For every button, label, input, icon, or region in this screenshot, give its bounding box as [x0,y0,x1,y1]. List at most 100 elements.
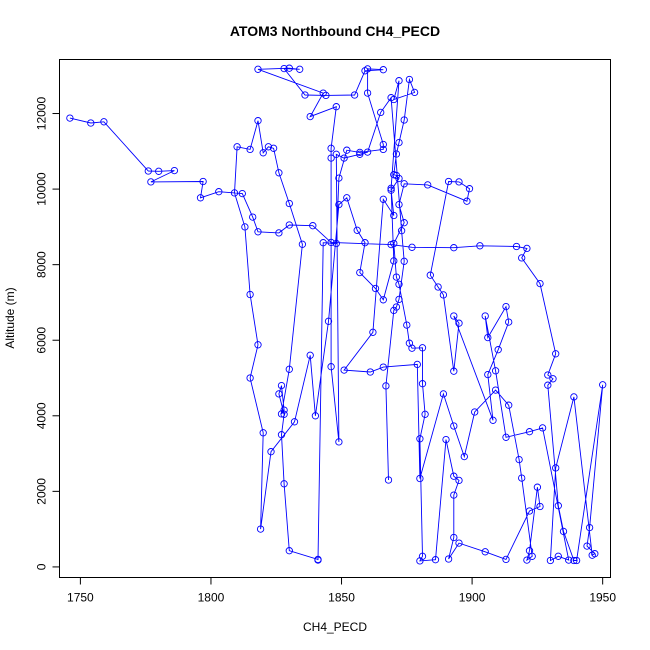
data-point [460,452,468,461]
data-point [505,401,513,409]
data-point [505,318,513,326]
data-point [269,144,278,152]
data-point [369,328,377,336]
data-point [523,244,531,253]
data-point [484,333,492,342]
data-point [238,189,246,198]
data-point [392,273,401,281]
data-point [450,312,458,320]
data-point [100,118,108,126]
data-point [455,539,463,547]
data-point [350,91,359,99]
data-point [484,370,492,379]
data-point [525,428,534,436]
data-point [455,178,463,186]
data-point [416,557,424,565]
data-point [533,483,542,491]
data-point [356,268,364,277]
data-point [280,480,288,488]
data-point [66,114,74,122]
data-point [319,239,327,247]
data-point [277,410,286,418]
data-point [583,542,591,550]
data-point [230,189,239,197]
data-point [387,184,395,192]
data-point [379,140,387,149]
data-point [465,185,474,193]
data-point [554,502,562,510]
data-point [424,181,432,189]
data-point [267,448,275,456]
data-point [552,350,560,358]
data-point [538,424,547,432]
series-line [69,67,604,562]
data-point [450,533,458,542]
data-point [439,291,448,299]
data-point [324,317,333,325]
data-point [494,346,502,354]
data-point [518,474,526,482]
data-point [395,280,403,288]
data-point [400,116,408,124]
data-point [421,410,429,418]
data-point [418,344,427,352]
data-point [426,271,434,279]
data-point [246,145,254,154]
data-point [259,149,267,157]
y-tick-label: 10000 [35,172,49,206]
data-point [379,296,387,304]
data-point [544,371,552,379]
data-point [306,112,314,121]
data-point [588,551,596,559]
data-point [390,306,398,315]
data-point [392,150,401,158]
data-point [554,552,562,560]
data-point [384,476,393,484]
data-point [450,422,458,430]
data-point [450,367,458,375]
data-point [254,65,262,73]
data-point [481,312,489,320]
data-point [387,186,395,194]
data-point [549,375,557,383]
data-point [418,380,427,388]
data-point [395,138,403,147]
data-point [285,221,293,229]
data-point [254,228,262,236]
data-point [525,507,534,515]
data-point [379,145,387,154]
data-point [431,556,440,564]
data-point [356,148,364,157]
data-point [502,433,510,441]
data-point [280,410,288,418]
data-point [309,222,317,230]
data-point [335,174,343,182]
data-point [298,240,307,248]
data-point [585,523,594,532]
y-tick-label: 4000 [35,402,49,429]
data-point [335,200,343,209]
data-point [361,239,369,247]
data-point [363,89,372,97]
data-point [275,229,283,237]
x-tick-label: 1950 [589,591,616,605]
data-point [377,108,385,117]
data-point [481,548,489,556]
data-point [144,167,152,175]
data-point [371,284,380,293]
data-point [410,88,419,97]
data-point [400,257,408,265]
data-point [559,527,568,536]
data-point [233,143,241,151]
data-point [280,406,288,414]
data-point [491,367,500,375]
data-point [246,374,254,382]
data-point [311,412,320,420]
data-point [400,219,408,227]
data-point [434,283,442,291]
data-point [327,154,335,162]
y-tick-label: 2000 [35,478,49,505]
data-point [546,556,555,565]
